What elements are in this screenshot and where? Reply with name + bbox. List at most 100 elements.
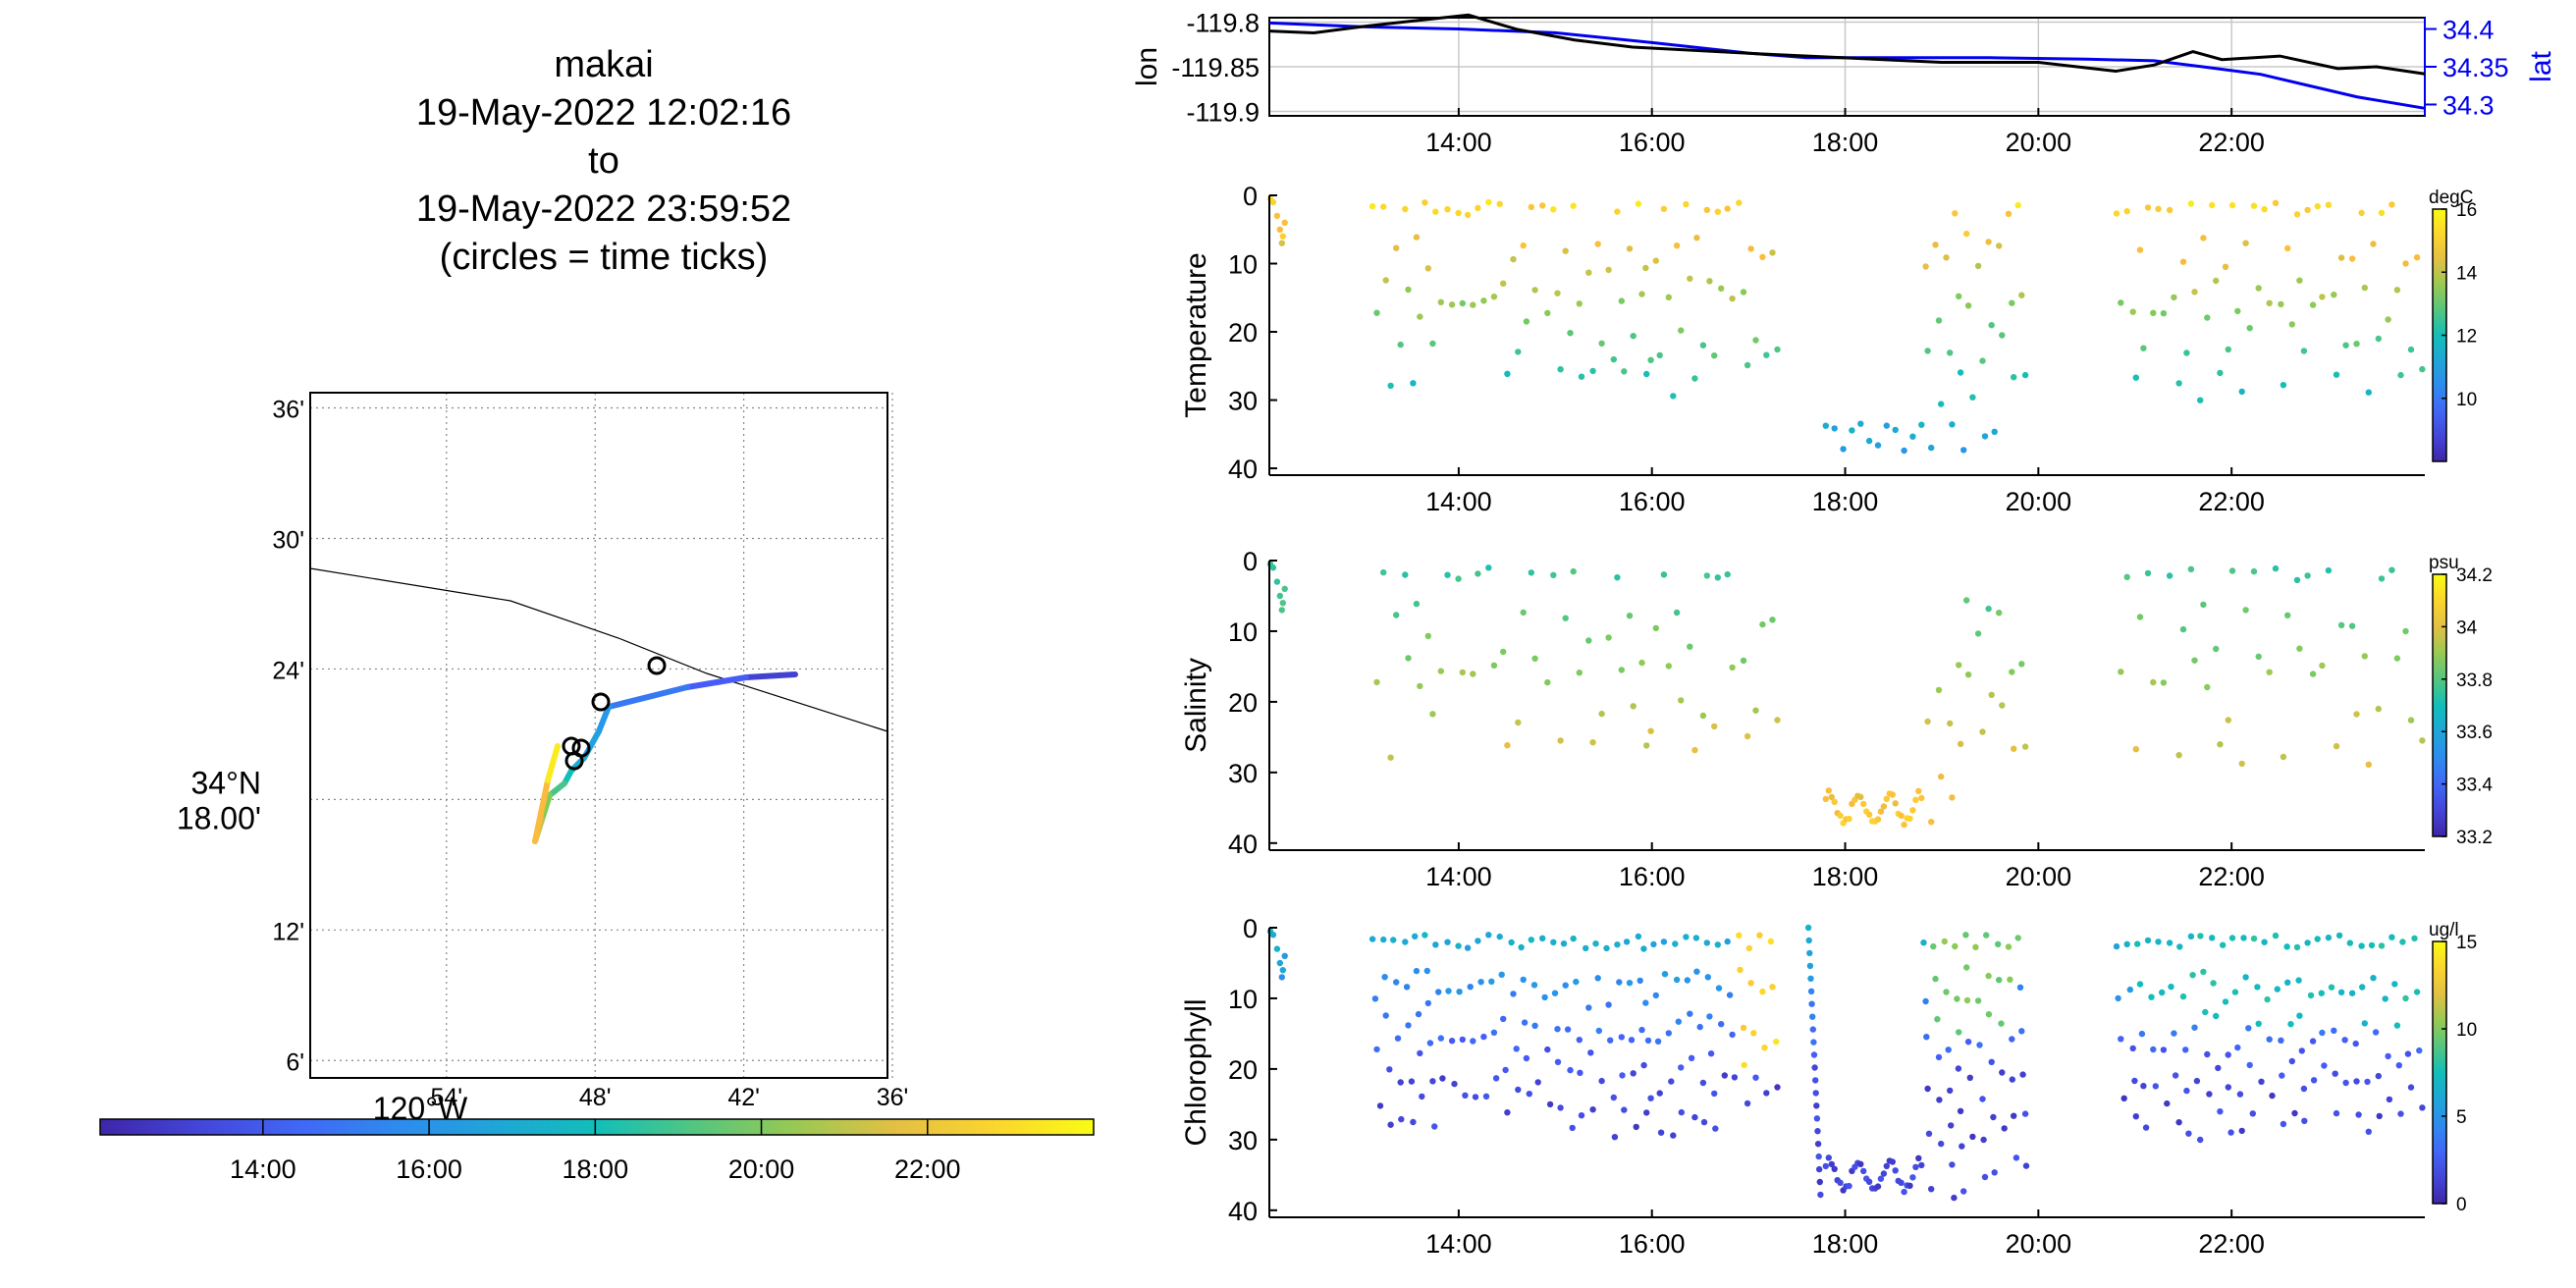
chl-point (1437, 1035, 1445, 1042)
temp-point (2014, 201, 2021, 209)
chl-point (1711, 1090, 1718, 1098)
sal-point (2333, 742, 2340, 750)
chl-point (1920, 939, 1927, 946)
chl-point (2175, 1119, 2182, 1126)
chl-point (2213, 1012, 2220, 1020)
chl-point (1541, 993, 1548, 1001)
chl-point (1422, 932, 1428, 939)
chl-point (1482, 1093, 1490, 1100)
temp-colorbar-tick-label: 10 (2456, 390, 2477, 410)
chl-point (1860, 1167, 1867, 1175)
chl-point (2129, 1045, 2136, 1052)
temp-point (2337, 254, 2345, 261)
chl-point (1432, 941, 1439, 948)
temp-point (1278, 240, 1286, 246)
chl-point (1462, 1092, 1469, 1100)
chl-point (1410, 1118, 1417, 1126)
chl-point (2250, 935, 2258, 942)
map-lat-tick-label: 24' (272, 657, 304, 684)
chl-point (1805, 937, 1812, 944)
chl-point (1413, 967, 1421, 975)
chl-point (2365, 1128, 2372, 1136)
sal-point (1405, 655, 1412, 662)
chl-point (1498, 971, 1505, 978)
temp-point (2319, 294, 2326, 300)
temp-colorbar-tick-label: 14 (2456, 263, 2478, 284)
temp-point (1437, 298, 1445, 305)
chl-point (1610, 1094, 1618, 1101)
chl-point (1578, 1112, 1585, 1119)
lonlat-x-tick-label: 18:00 (1812, 128, 1879, 157)
temp-point (2018, 292, 2025, 298)
chl-point (1951, 1194, 1958, 1202)
temp-point (1422, 199, 1428, 206)
sal-point (2388, 566, 2395, 573)
chl-point (2246, 1061, 2253, 1069)
chl-x-tick-label: 16:00 (1619, 1229, 1686, 1259)
sal-point (1678, 697, 1685, 704)
chl-point (1445, 988, 1452, 994)
temp-point (1397, 341, 1404, 349)
chl-point (1526, 1091, 1533, 1098)
sal-point (1964, 671, 1972, 678)
sal-point (1490, 662, 1498, 669)
temp-point (2325, 201, 2333, 208)
chl-point (1816, 1165, 1823, 1173)
temp-point (1273, 212, 1281, 220)
sal-point (2191, 657, 2198, 664)
temp-point (2183, 349, 2190, 356)
figure-title: makai 19-May-2022 12:02:16 to 19-May-202… (309, 41, 898, 282)
chl-point (1488, 978, 1495, 985)
chl-point (2261, 939, 2268, 945)
chl-point (1934, 1016, 1941, 1023)
temp-x-tick-label: 22:00 (2198, 487, 2265, 516)
lon-tick-label: -119.85 (1171, 53, 1260, 82)
temp-point (1947, 349, 1954, 356)
lonlat-x-tick-label: 16:00 (1619, 128, 1686, 157)
chl-point (2266, 1036, 2273, 1043)
chl-point (1448, 1038, 1456, 1045)
temp-point (2358, 209, 2365, 217)
chl-point (1573, 978, 1580, 986)
chl-point (2352, 1040, 2359, 1047)
sal-point (1417, 682, 1423, 690)
chl-point (2185, 1130, 2192, 1137)
sal-point (1281, 585, 1288, 592)
chl-point (2272, 932, 2280, 939)
chl-point (2372, 1029, 2380, 1036)
chl-point (2245, 1025, 2252, 1032)
map-lat-tick-label: 36' (272, 397, 304, 424)
chl-point (2287, 1021, 2294, 1028)
chl-point (2140, 1083, 2147, 1090)
sal-point (1714, 574, 1722, 581)
temp-point (1496, 200, 1503, 207)
temp-y-tick-label: 10 (1228, 250, 1258, 280)
chl-point (2183, 1087, 2190, 1095)
chl-point (1504, 1109, 1511, 1116)
chl-point (2254, 984, 2261, 991)
chl-point (1985, 1011, 1993, 1018)
sal-colorbar-tick-label: 33.4 (2456, 776, 2493, 796)
chl-point (1673, 976, 1681, 984)
sal-point (1638, 659, 1645, 667)
sal-point (1889, 791, 1897, 798)
temp-x-tick-label: 16:00 (1619, 487, 1686, 516)
chl-point (1423, 967, 1431, 975)
chl-point (2399, 939, 2406, 945)
chl-point (2206, 1091, 2213, 1098)
temp-point (1269, 198, 1277, 206)
temp-point (1605, 266, 1612, 274)
chl-point (1515, 1086, 1522, 1094)
chl-colorbar-tick-label: 10 (2456, 1020, 2477, 1041)
temp-point (1691, 375, 1698, 382)
temp-point (1402, 205, 1409, 213)
chl-point (1817, 1191, 1824, 1199)
chl-point (1998, 1020, 2005, 1027)
chl-point (2309, 1038, 2317, 1045)
chl-point (2258, 1078, 2265, 1086)
temp-point (2228, 201, 2236, 209)
chl-point (2332, 1070, 2338, 1077)
chl-point (1747, 980, 1754, 987)
map-axes-box (309, 392, 888, 1079)
chl-point (1455, 942, 1462, 949)
